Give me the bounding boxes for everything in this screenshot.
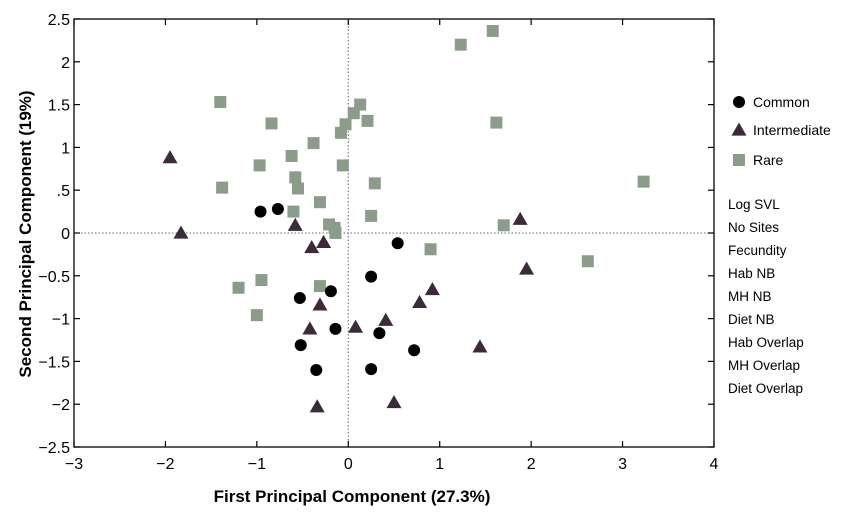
reference-lines xyxy=(74,19,714,447)
rare-point xyxy=(339,118,352,131)
data-points xyxy=(162,24,650,413)
intermediate-point xyxy=(348,319,364,333)
intermediate-point xyxy=(316,234,332,249)
rare-point xyxy=(497,219,510,232)
legend-intermediate-marker xyxy=(731,122,747,136)
common-point xyxy=(294,339,307,352)
rare-point xyxy=(334,126,347,139)
legend-rare-label: Rare xyxy=(753,152,784,168)
rare-point xyxy=(292,182,304,195)
y-tick-label: .5 xyxy=(57,183,70,200)
rare-point xyxy=(285,149,298,162)
rare-point xyxy=(361,114,374,127)
y-tick-label: −2 xyxy=(52,397,70,414)
y-axis-title: Second Principal Component (19%) xyxy=(16,90,35,377)
common-point xyxy=(324,285,337,298)
rare-point xyxy=(214,96,227,109)
rare-point xyxy=(255,274,268,287)
rare-point xyxy=(232,281,245,294)
variable-label: Fecundity xyxy=(728,243,787,258)
common-point xyxy=(408,344,421,357)
y-tick-label: 1 xyxy=(61,140,70,157)
x-axis-title: First Principal Component (27.3%) xyxy=(214,487,491,506)
intermediate-point xyxy=(287,217,303,231)
intermediate-point xyxy=(512,211,528,225)
common-point xyxy=(310,363,323,376)
common-point xyxy=(373,327,386,340)
variable-label: Hab NB xyxy=(728,266,775,281)
intermediate-point xyxy=(386,394,402,409)
rare-point xyxy=(328,221,341,234)
rare-point xyxy=(424,243,437,256)
y-tick-label: 2.5 xyxy=(48,12,70,29)
x-tick-label: 4 xyxy=(710,456,719,473)
rare-point xyxy=(313,196,326,209)
rare-point xyxy=(253,159,266,172)
common-point xyxy=(271,203,284,216)
variable-label: No Sites xyxy=(728,220,779,235)
intermediate-point xyxy=(309,399,325,413)
legend-intermediate-label: Intermediate xyxy=(753,122,831,138)
variable-label: Diet Overlap xyxy=(728,381,803,396)
rare-point xyxy=(287,205,300,218)
x-tick-label: 3 xyxy=(618,456,627,473)
rare-point xyxy=(637,175,650,188)
variable-label: MH NB xyxy=(728,289,772,304)
rare-point xyxy=(216,181,229,194)
axis-ticks: −3 −2 −1 0 1 2 3 42.521.51.50−0.5−1−1.5−2−2.5 xyxy=(38,12,718,473)
x-tick-label: 2 xyxy=(527,456,536,473)
x-tick-label: 0 xyxy=(344,456,353,473)
variable-label: Diet NB xyxy=(728,312,775,327)
rare-point xyxy=(490,116,503,129)
rare-point xyxy=(313,280,326,293)
rare-point xyxy=(250,309,263,322)
intermediate-point xyxy=(162,150,178,164)
intermediate-point xyxy=(424,281,440,296)
common-point xyxy=(365,363,378,376)
rare-point xyxy=(581,255,594,268)
y-tick-label: 2 xyxy=(61,55,70,72)
variable-label: Log SVL xyxy=(728,197,780,212)
rare-point xyxy=(365,209,378,222)
y-tick-label: −1 xyxy=(52,312,70,329)
y-tick-label: 1.5 xyxy=(48,98,70,115)
y-tick-label: 0 xyxy=(61,226,70,243)
legend-common-label: Common xyxy=(753,94,810,110)
common-point xyxy=(365,270,378,283)
x-tick-label: −1 xyxy=(248,456,266,473)
x-tick-label: −2 xyxy=(156,456,174,473)
intermediate-point xyxy=(472,339,488,353)
variable-label: MH Overlap xyxy=(728,358,800,373)
rare-point xyxy=(486,24,499,37)
intermediate-point xyxy=(173,225,189,239)
common-point xyxy=(391,237,404,250)
intermediate-point xyxy=(412,294,428,308)
y-tick-label: −1.5 xyxy=(38,354,70,371)
y-tick-label: −2.5 xyxy=(38,440,70,457)
rare-point xyxy=(354,98,367,111)
intermediate-point xyxy=(378,312,394,326)
x-tick-label: 1 xyxy=(435,456,444,473)
rare-point xyxy=(265,117,278,130)
legend: Common Intermediate Rare xyxy=(731,94,831,168)
rare-point xyxy=(289,171,302,184)
rare-point xyxy=(336,159,349,172)
rare-point xyxy=(307,137,320,150)
legend-rare-marker xyxy=(733,154,745,166)
x-tick-label: −3 xyxy=(65,456,83,473)
intermediate-point xyxy=(312,297,328,311)
intermediate-point xyxy=(304,240,320,254)
y-tick-label: −0.5 xyxy=(38,269,70,286)
rare-point xyxy=(454,38,467,51)
common-point xyxy=(329,322,342,335)
common-point xyxy=(254,205,267,218)
intermediate-point xyxy=(519,261,535,275)
variable-label: Hab Overlap xyxy=(728,335,804,350)
legend-common-marker xyxy=(733,96,745,108)
rare-point xyxy=(368,177,381,190)
common-point xyxy=(293,292,306,305)
intermediate-point xyxy=(302,321,318,335)
variables-list: Log SVL No Sites Fecundity Hab NB MH NB Diet … xyxy=(728,197,804,396)
